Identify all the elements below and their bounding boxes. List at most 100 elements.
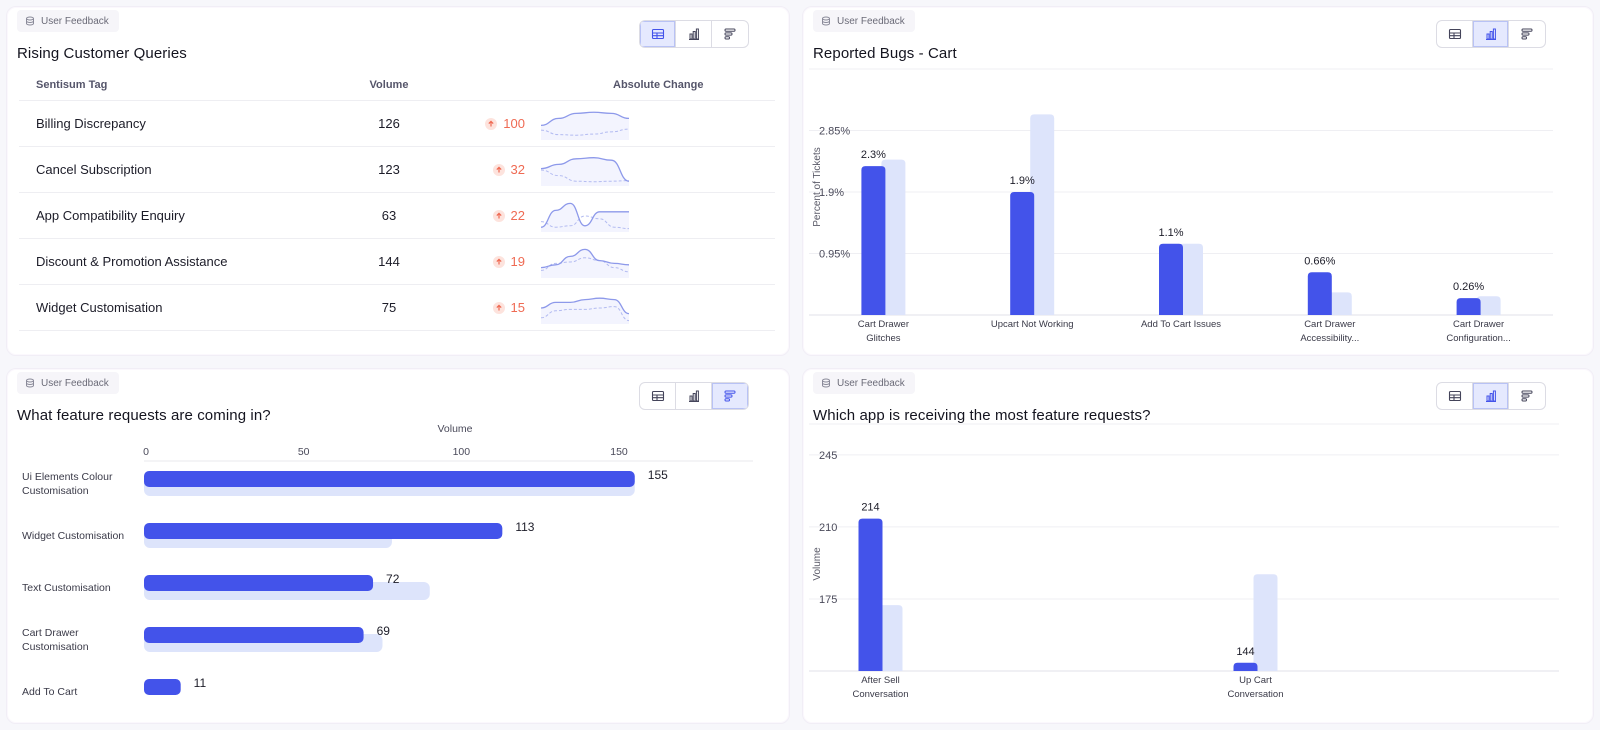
current-bar[interactable] — [1307, 272, 1332, 315]
row-tag: Billing Discrepancy — [36, 116, 146, 131]
x-tick-label: Cart Drawer — [1304, 319, 1355, 330]
source-tag: User Feedback — [813, 10, 915, 32]
row-change: 22 — [429, 198, 775, 234]
source-tag: User Feedback — [813, 372, 915, 394]
y-tick-label: 0.95% — [819, 249, 850, 261]
current-bar[interactable] — [861, 166, 886, 315]
previous-bar[interactable] — [1030, 114, 1055, 315]
table-icon — [1448, 390, 1461, 402]
row-volume: 126 — [378, 116, 400, 131]
sparkline-area — [541, 157, 629, 186]
current-bar[interactable] — [1159, 243, 1183, 315]
x-tick-label: Conversation — [1228, 689, 1284, 700]
sparkline-area — [541, 111, 629, 140]
x-tick-label: Cart Drawer — [1453, 319, 1504, 330]
y-tick-label: 245 — [819, 450, 837, 462]
table-view-button[interactable] — [1437, 21, 1473, 47]
current-bar[interactable] — [144, 523, 503, 539]
table-view-button[interactable] — [640, 383, 676, 409]
arrow-up-icon — [492, 255, 505, 268]
current-bar[interactable] — [144, 575, 374, 591]
current-bar[interactable] — [1456, 298, 1481, 315]
apps-bar-chart: 175 210 245 Volume 214 After Sell Conversation… — [809, 423, 1559, 700]
current-bar[interactable] — [144, 627, 364, 643]
horizontal-bar-icon — [724, 28, 736, 40]
table-row[interactable]: App Compatibility Enquiry 63 22 — [19, 193, 775, 239]
sparkline-previous — [540, 256, 630, 272]
table-icon — [651, 390, 664, 402]
previous-bar[interactable] — [881, 159, 906, 315]
horizontal-bar-view-button[interactable] — [712, 21, 748, 47]
card-title: Reported Bugs - Cart — [813, 45, 957, 62]
bar-chart-icon — [688, 28, 699, 40]
y-tick-label: Customisation — [22, 485, 89, 497]
change-value-wrap: 15 — [429, 300, 535, 315]
x-tick-label: Add To Cart Issues — [1141, 319, 1221, 330]
change-value-wrap: 100 — [429, 116, 535, 131]
x-tick-label: 50 — [298, 446, 310, 458]
horizontal-bar-view-button[interactable] — [1509, 383, 1545, 409]
previous-bar[interactable] — [1179, 243, 1203, 315]
x-tick-label: Configuration... — [1446, 333, 1510, 344]
bar-value-label: 1.1% — [1158, 227, 1183, 239]
table-row[interactable]: Billing Discrepancy 126 100 — [19, 101, 775, 147]
row-volume: 123 — [378, 162, 400, 177]
sparkline-previous — [540, 214, 630, 229]
table-row[interactable]: Cancel Subscription 123 32 — [19, 147, 775, 193]
y-tick-label: 175 — [819, 594, 837, 606]
change-value-wrap: 32 — [429, 162, 535, 177]
sparkline-current — [540, 248, 630, 268]
horizontal-bar-icon — [1521, 28, 1533, 40]
feature-requests-card: User Feedback What feature requests are … — [6, 368, 790, 724]
bar-value-label: 72 — [386, 572, 400, 586]
previous-bar[interactable] — [1327, 292, 1352, 315]
x-tick-label: 0 — [143, 446, 149, 458]
previous-bar[interactable] — [1253, 574, 1278, 671]
previous-bar[interactable] — [1476, 296, 1501, 315]
source-tag-label: User Feedback — [41, 15, 109, 27]
y-axis-label: Percent of Tickets — [812, 147, 823, 226]
trend-sparkline — [540, 297, 630, 324]
current-bar[interactable] — [1010, 192, 1035, 315]
change-value-wrap: 22 — [429, 208, 535, 223]
bar-view-button[interactable] — [1473, 383, 1509, 409]
source-tag-label: User Feedback — [41, 377, 109, 389]
row-tag: App Compatibility Enquiry — [36, 208, 185, 223]
database-icon — [26, 378, 34, 388]
table-header: Sentisum Tag Volume Absolute Change — [19, 69, 775, 101]
table-view-button[interactable] — [1437, 383, 1473, 409]
bar-view-button[interactable] — [676, 383, 712, 409]
table-row[interactable]: Widget Customisation 75 15 — [19, 285, 775, 331]
current-bar[interactable] — [1233, 662, 1258, 671]
bar-chart-icon — [688, 390, 699, 402]
row-change: 15 — [429, 290, 775, 326]
current-bar[interactable] — [144, 471, 635, 487]
card-title: Which app is receiving the most feature … — [813, 407, 1151, 424]
sparkline-previous — [540, 128, 630, 136]
x-tick-label: After Sell — [861, 675, 900, 686]
sparkline-area — [541, 202, 629, 232]
bar-view-button[interactable] — [1473, 21, 1509, 47]
y-tick-label: Text Customisation — [22, 582, 111, 594]
previous-bar[interactable] — [878, 605, 903, 671]
bar-value-label: 214 — [861, 502, 879, 514]
current-bar[interactable] — [144, 679, 181, 695]
horizontal-bar-view-button[interactable] — [1509, 21, 1545, 47]
row-change: 19 — [429, 244, 775, 280]
y-tick-label: Widget Customisation — [22, 530, 124, 542]
rising-queries-card: User Feedback Rising Customer Queries Se… — [6, 6, 790, 356]
current-bar[interactable] — [858, 518, 883, 671]
change-value-wrap: 19 — [429, 254, 535, 269]
x-tick-label: Accessibility... — [1300, 333, 1359, 344]
table-row[interactable]: Discount & Promotion Assistance 144 19 — [19, 239, 775, 285]
horizontal-bar-view-button[interactable] — [712, 383, 748, 409]
table-view-button[interactable] — [640, 21, 676, 47]
bar-value-label: 144 — [1236, 646, 1254, 658]
reported-bugs-card: User Feedback Reported Bugs - Cart 0.95%… — [802, 6, 1594, 356]
sparkline-current — [540, 202, 629, 228]
bar-value-label: 11 — [194, 676, 207, 690]
table-body: Billing Discrepancy 126 100 Cancel Subscrip… — [19, 101, 775, 331]
bar-chart-icon — [1485, 28, 1496, 40]
bar-view-button[interactable] — [676, 21, 712, 47]
database-icon — [822, 16, 830, 26]
